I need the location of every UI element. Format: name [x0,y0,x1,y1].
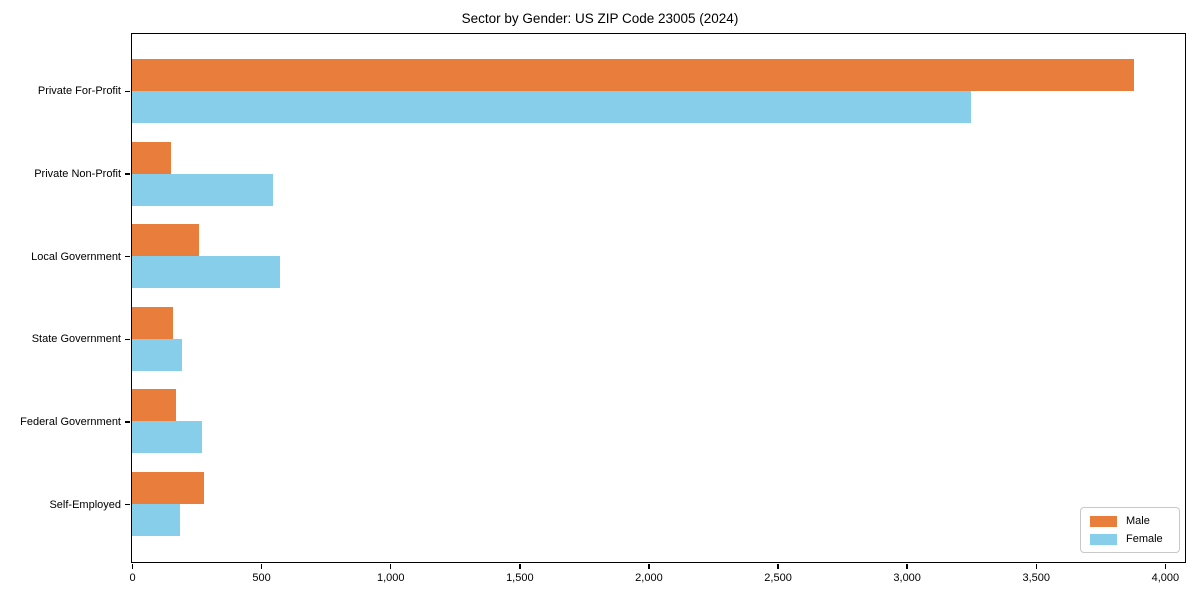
x-tick-label-3000: 3,000 [893,572,921,584]
bar-female-private-non-profit [132,173,273,206]
x-tick-mark [648,564,650,569]
bar-male-private-non-profit [132,141,171,174]
bar-male-private-for-profit [132,58,1134,91]
y-tick-label-self-employed: Self-Employed [49,498,121,511]
x-tick-mark [519,564,521,569]
male-legend-swatch [1090,515,1117,527]
y-tick-label-private-non-profit: Private Non-Profit [34,168,121,181]
x-tick-label-0: 0 [129,572,136,584]
x-tick-mark [1035,564,1038,569]
female-legend-label: Female [1126,533,1163,545]
y-tick-label-local-government: Local Government [31,250,121,263]
bar-female-self-employed [132,504,180,536]
chart-title: Sector by Gender: US ZIP Code 23005 (202… [461,11,739,26]
legend-item-female: Female [1090,533,1168,545]
x-tick-mark [906,564,908,569]
y-tick-label-federal-government: Federal Government [20,415,121,428]
x-tick-mark [1164,564,1167,569]
y-tick-mark [125,338,130,341]
y-tick-mark [125,503,130,506]
y-tick-mark [125,90,130,93]
x-tick-mark [260,564,263,569]
bar-male-state-government [132,306,174,339]
bar-male-federal-government [132,389,176,422]
x-tick-label-4000: 4,000 [1151,572,1180,584]
x-tick-label-1500: 1,500 [506,572,534,584]
y-tick-mark [125,173,130,175]
legend: Male Female [1080,507,1180,553]
x-tick-label-1000: 1,000 [376,572,405,584]
x-tick-label-2500: 2,500 [764,572,792,584]
female-legend-swatch [1090,533,1117,545]
x-tick-mark [777,564,779,569]
x-tick-label-500: 500 [252,572,271,584]
x-tick-label-2000: 2,000 [635,572,663,584]
x-tick-mark [389,564,392,569]
bar-female-state-government [132,338,183,371]
y-tick-label-private-for-profit: Private For-Profit [37,85,121,98]
bar-male-self-employed [132,472,205,504]
legend-item-male: Male [1090,515,1168,527]
plot-area: Male Female [131,33,1186,563]
male-legend-label: Male [1126,515,1150,527]
x-tick-label-3500: 3,500 [1022,572,1051,584]
x-tick-mark [131,564,134,569]
bar-female-private-for-profit [132,90,972,123]
y-tick-mark [125,255,130,258]
y-tick-label-state-government: State Government [31,333,121,346]
y-tick-mark [125,421,130,423]
bar-female-federal-government [132,421,202,454]
bar-female-local-government [132,256,281,289]
bar-male-local-government [132,224,200,257]
